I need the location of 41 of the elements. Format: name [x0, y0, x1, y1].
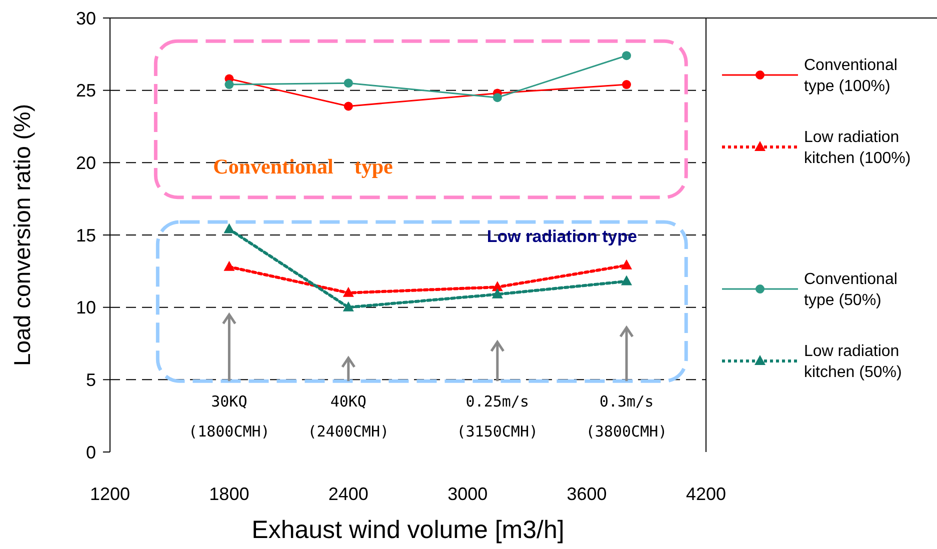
y-tick-label: 0 — [86, 442, 96, 462]
x-axis-title: Exhaust wind volume [m3/h] — [252, 516, 564, 544]
y-tick-label: 20 — [76, 152, 96, 173]
annotation: (2400CMH) — [308, 422, 390, 440]
point — [224, 223, 235, 234]
x-tick-label: 4200 — [686, 484, 726, 504]
x-tick-label: 1800 — [209, 484, 250, 504]
y-tick-label: 10 — [76, 298, 96, 318]
annotation: (3800CMH) — [586, 422, 668, 440]
x-tick-label: 1200 — [90, 484, 130, 504]
point — [492, 93, 502, 102]
y-tick-label: 30 — [76, 8, 96, 28]
x-tick-label: 3000 — [448, 484, 488, 504]
x-tick-label: 3600 — [566, 484, 607, 504]
point — [342, 286, 354, 297]
point — [492, 281, 503, 292]
point — [621, 275, 632, 286]
legend-label: Conventional type (100%) — [804, 57, 898, 96]
annotation: (3150CMH) — [456, 422, 538, 440]
annotation: 40KQ — [330, 392, 366, 410]
point — [492, 288, 503, 298]
legend-label: Low radiation kitchen (100%) — [804, 129, 911, 168]
annotation: 0.25m/s — [466, 392, 530, 410]
annotation: 30KQ — [211, 392, 248, 410]
point — [622, 51, 632, 60]
x-tick-label: 2400 — [328, 484, 368, 504]
point — [344, 102, 353, 111]
point — [622, 80, 632, 90]
annotation: 0.3m/s — [599, 392, 654, 410]
legend-label: Conventional type (50%) — [804, 271, 898, 310]
point — [344, 78, 353, 88]
point — [224, 80, 234, 90]
point — [342, 301, 354, 312]
legend-label: Low radiation kitchen (50%) — [804, 343, 902, 382]
point — [224, 260, 235, 271]
y-tick-label: 15 — [76, 225, 96, 246]
y-tick-label: 25 — [76, 80, 96, 101]
y-axis-title: Load conversion ratio (%) — [9, 104, 35, 366]
point — [621, 259, 632, 270]
annotation: (1800CMH) — [188, 422, 270, 440]
y-tick-label: 5 — [86, 370, 96, 390]
